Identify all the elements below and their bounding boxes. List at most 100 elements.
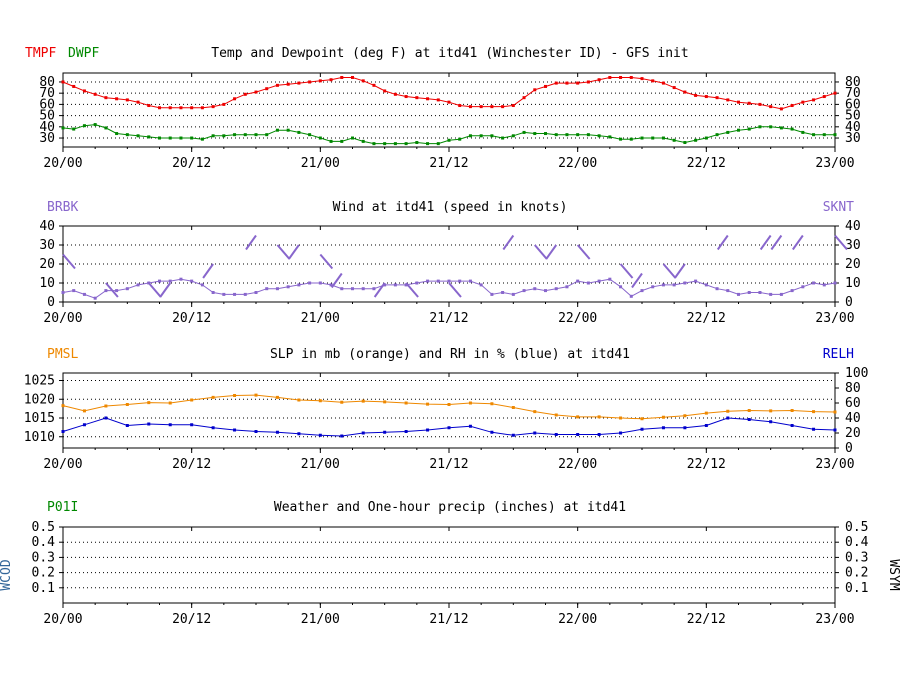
temp-series-tmpf-point xyxy=(790,104,794,108)
temp-series-dwpf-point xyxy=(608,135,612,139)
slp-right-ytick-label: 0 xyxy=(845,441,853,456)
wind-series-sknt-point xyxy=(82,292,86,296)
slp-series-pmsl-point xyxy=(490,402,494,406)
wind-barb xyxy=(619,263,634,279)
wind-series-sknt-point xyxy=(426,279,430,283)
precip-ytick-label: 0.5 xyxy=(32,520,55,535)
temp-series-tmpf-point xyxy=(340,75,344,79)
slp-series-relh-point xyxy=(490,430,494,434)
temp-series-tmpf-point xyxy=(704,95,708,99)
wind-series-sknt-point xyxy=(393,283,397,287)
wind-series-sknt-point xyxy=(747,291,751,294)
temp-series-dwpf-point xyxy=(554,133,558,137)
temp-series-tmpf-point xyxy=(115,97,119,101)
wind-barb xyxy=(405,282,419,298)
temp-series-dwpf-point xyxy=(308,133,312,137)
slp-series-relh-point xyxy=(812,427,816,431)
temp-series-dwpf-point xyxy=(586,133,590,137)
temp-series-tmpf-point xyxy=(243,92,247,96)
wind-barb xyxy=(545,244,558,260)
temp-xtick-label: 23/00 xyxy=(815,156,854,171)
wind-ytick-label: 30 xyxy=(39,238,55,253)
slp-series-pmsl-point xyxy=(254,393,258,397)
precip-xtick-label: 23/00 xyxy=(815,612,854,627)
temp-title: Temp and Dewpoint (deg F) at itd41 (Winc… xyxy=(211,46,688,61)
slp-xtick-label: 22/12 xyxy=(687,457,726,472)
slp-series-pmsl-point xyxy=(383,400,387,404)
wind-xtick-label: 21/00 xyxy=(301,311,340,326)
wind-series-sknt-point xyxy=(190,279,194,283)
slp-series-relh-point xyxy=(833,428,837,432)
temp-series-dwpf-point xyxy=(233,133,237,137)
temp-series-dwpf-point xyxy=(629,137,633,141)
wind-barb xyxy=(834,234,848,251)
precip-right-ytick-label: 0.1 xyxy=(845,581,868,596)
temp-series-tmpf-point xyxy=(393,92,397,96)
temp-right-ytick-label: 30 xyxy=(845,131,861,146)
temp-series-dwpf-point xyxy=(104,126,108,130)
wind-series-sknt-point xyxy=(533,287,537,291)
temp-ytick-label: 60 xyxy=(39,97,55,112)
wind-series-sknt-point xyxy=(619,285,623,289)
wind-series-sknt-point xyxy=(136,283,140,287)
temp-series-tmpf-point xyxy=(297,81,301,85)
temp-ytick-label: 40 xyxy=(39,120,55,135)
temp-xtick-label: 22/00 xyxy=(558,156,597,171)
wind-series-sknt-point xyxy=(661,283,665,287)
slp-series-pmsl-point xyxy=(533,410,537,414)
temp-series-tmpf-point xyxy=(404,95,408,99)
temp-series-dwpf-point xyxy=(694,138,698,142)
wind-series-sknt-point xyxy=(683,281,687,285)
slp-series-pmsl-point xyxy=(211,395,215,399)
precip-left-rotated-label: WCOD xyxy=(0,559,14,590)
slp-series-relh-point xyxy=(383,430,387,434)
temp-series-tmpf-point xyxy=(661,81,665,85)
temp-series-tmpf-point xyxy=(769,105,773,109)
slp-series-relh-point xyxy=(747,418,751,421)
wind-xtick-label: 20/12 xyxy=(172,311,211,326)
slp-right-label: RELH xyxy=(823,347,854,362)
temp-left-label-dwpf: DWPF xyxy=(68,46,99,61)
wind-series-sknt-point xyxy=(822,283,826,287)
precip-title: Weather and One-hour precip (inches) at … xyxy=(274,500,626,515)
temp-series-dwpf-point xyxy=(93,123,97,127)
wind-barb xyxy=(770,234,783,251)
wind-barb xyxy=(662,263,677,279)
wind-series-sknt-point xyxy=(554,287,558,291)
wind-series-sknt-point xyxy=(779,292,783,296)
slp-series-pmsl-point xyxy=(233,394,237,397)
temp-plot-frame xyxy=(62,72,836,148)
slp-series-relh-point xyxy=(554,433,558,436)
temp-series-tmpf-point xyxy=(233,97,237,101)
temp-series-dwpf-point xyxy=(747,127,751,131)
temp-series-dwpf-point xyxy=(490,134,494,138)
slp-series-pmsl-point xyxy=(704,411,708,415)
temp-series-tmpf-point xyxy=(565,81,569,85)
slp-series-relh-point xyxy=(104,416,108,420)
wind-series-sknt-point xyxy=(833,281,837,285)
slp-ytick-label: 1010 xyxy=(24,430,55,445)
slp-ytick-label: 1025 xyxy=(24,374,55,389)
temp-series-tmpf-point xyxy=(254,90,258,94)
wind-barb xyxy=(245,234,257,251)
slp-series-relh-point xyxy=(318,433,322,437)
precip-xtick-label: 20/00 xyxy=(43,612,82,627)
wind-barb xyxy=(631,272,643,289)
temp-series-dwpf-point xyxy=(511,134,515,138)
temp-ytick-label: 70 xyxy=(39,86,55,101)
wind-ytick-label: 10 xyxy=(39,276,55,291)
slp-series-relh-point xyxy=(426,428,430,432)
wind-series-sknt-point xyxy=(254,291,258,294)
temp-series-tmpf-point xyxy=(683,90,687,94)
wind-xtick-label: 23/00 xyxy=(815,311,854,326)
wind-series-sknt-point xyxy=(372,287,376,291)
wind-series-sknt-point xyxy=(275,287,279,291)
precip-xtick-label: 22/12 xyxy=(687,612,726,627)
temp-xtick-label: 20/00 xyxy=(43,156,82,171)
temp-series-tmpf-point xyxy=(125,98,129,102)
wind-barb xyxy=(148,282,162,298)
wind-barb xyxy=(330,272,343,289)
wind-series-sknt-point xyxy=(608,277,612,281)
wind-series-sknt-point xyxy=(361,287,365,291)
slp-xtick-label: 22/00 xyxy=(558,457,597,472)
